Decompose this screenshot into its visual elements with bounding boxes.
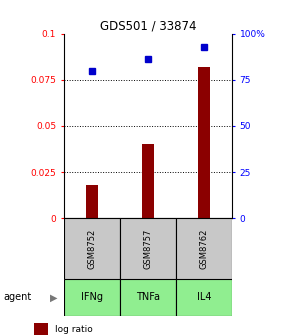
FancyBboxPatch shape [64, 218, 120, 279]
Text: GSM8752: GSM8752 [87, 228, 96, 269]
Text: IL4: IL4 [197, 292, 211, 302]
Text: agent: agent [3, 292, 31, 302]
Text: GSM8762: GSM8762 [200, 228, 209, 269]
Title: GDS501 / 33874: GDS501 / 33874 [100, 19, 196, 33]
FancyBboxPatch shape [120, 218, 176, 279]
FancyBboxPatch shape [176, 218, 232, 279]
Bar [86, 185, 98, 218]
Text: IFNg: IFNg [81, 292, 103, 302]
Bar [34, 323, 48, 335]
Text: ▶: ▶ [50, 292, 57, 302]
Text: log ratio: log ratio [55, 325, 92, 334]
Bar [198, 67, 210, 218]
FancyBboxPatch shape [176, 279, 232, 316]
Bar [142, 144, 154, 218]
FancyBboxPatch shape [120, 279, 176, 316]
FancyBboxPatch shape [64, 279, 120, 316]
Text: GSM8757: GSM8757 [143, 228, 153, 269]
Text: TNFa: TNFa [136, 292, 160, 302]
